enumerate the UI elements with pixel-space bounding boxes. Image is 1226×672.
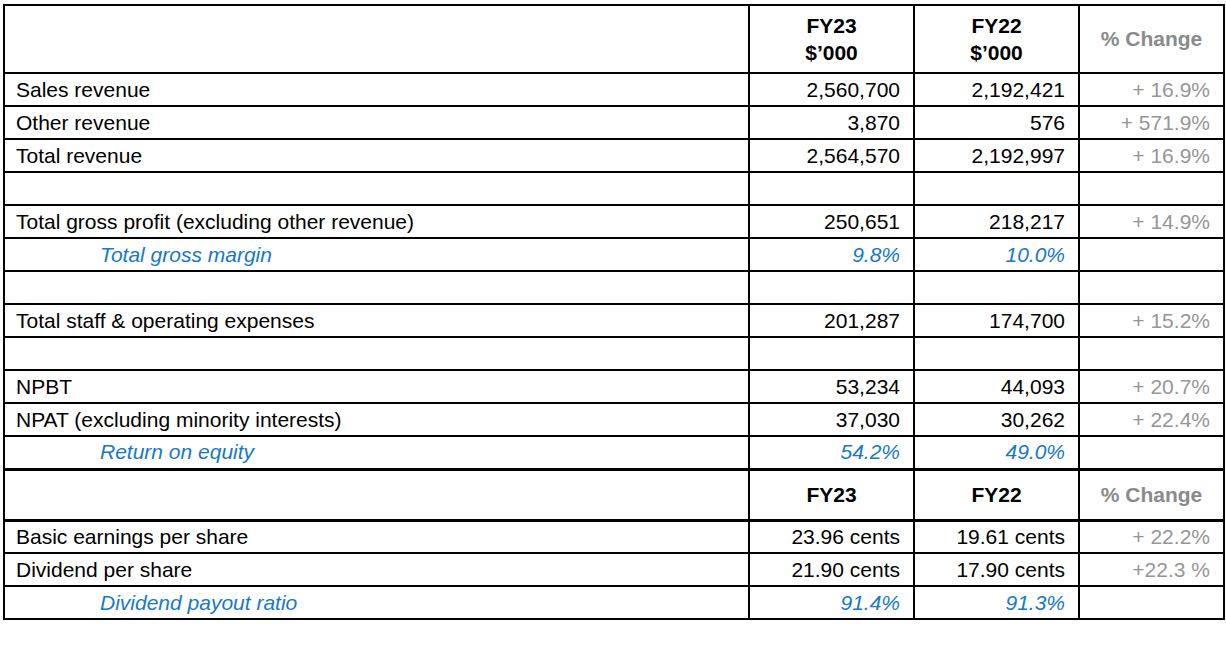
change-value	[1079, 172, 1224, 205]
table-header-primary: FY23 $’000 FY22 $’000 % Change	[4, 5, 1224, 73]
table-row: NPBT53,23444,093+ 20.7%	[4, 370, 1224, 403]
row-label: Other revenue	[4, 106, 749, 139]
fy22-value	[914, 172, 1079, 205]
fy22-value: 49.0%	[914, 436, 1079, 469]
header-fy23-units: $’000	[750, 39, 913, 66]
change-value: + 15.2%	[1079, 304, 1224, 337]
table-row: NPAT (excluding minority interests)37,03…	[4, 403, 1224, 436]
header-fy22-units: $’000	[915, 39, 1078, 66]
row-label: Sales revenue	[4, 73, 749, 106]
header-fy22: FY22 $’000	[914, 5, 1079, 73]
change-value: + 22.4%	[1079, 403, 1224, 436]
fy22-value: 44,093	[914, 370, 1079, 403]
table-row: Dividend per share21.90 cents17.90 cents…	[4, 553, 1224, 586]
header-percent-change: % Change	[1079, 5, 1224, 73]
fy23-value	[749, 172, 914, 205]
change-value: + 16.9%	[1079, 73, 1224, 106]
change-value	[1079, 436, 1224, 469]
fy23-value	[749, 337, 914, 370]
header2-fy22: FY22	[914, 469, 1079, 520]
fy23-value: 53,234	[749, 370, 914, 403]
table-body-pnl: Sales revenue2,560,7002,192,421+ 16.9%Ot…	[4, 73, 1224, 469]
row-label: Total gross profit (excluding other reve…	[4, 205, 749, 238]
fy22-value	[914, 271, 1079, 304]
fy22-value: 10.0%	[914, 238, 1079, 271]
change-value: +22.3 %	[1079, 553, 1224, 586]
change-value: + 22.2%	[1079, 520, 1224, 553]
fy22-value: 17.90 cents	[914, 553, 1079, 586]
fy22-value: 218,217	[914, 205, 1079, 238]
header2-empty-cell	[4, 469, 749, 520]
table-row: Dividend payout ratio91.4%91.3%	[4, 586, 1224, 619]
table-body-per-share: Basic earnings per share23.96 cents19.61…	[4, 520, 1224, 619]
fy22-value: 2,192,997	[914, 139, 1079, 172]
fy23-value: 2,560,700	[749, 73, 914, 106]
fy22-value: 2,192,421	[914, 73, 1079, 106]
table-row: Basic earnings per share23.96 cents19.61…	[4, 520, 1224, 553]
fy22-value: 174,700	[914, 304, 1079, 337]
fy23-value: 201,287	[749, 304, 914, 337]
change-value	[1079, 271, 1224, 304]
table-row: Total staff & operating expenses201,2871…	[4, 304, 1224, 337]
row-label: NPAT (excluding minority interests)	[4, 403, 749, 436]
header-fy22-year: FY22	[915, 12, 1078, 39]
row-label: Total staff & operating expenses	[4, 304, 749, 337]
row-label: Basic earnings per share	[4, 520, 749, 553]
header2-percent-change: % Change	[1079, 469, 1224, 520]
change-value: + 14.9%	[1079, 205, 1224, 238]
spacer-row	[4, 337, 1224, 370]
fy23-value: 3,870	[749, 106, 914, 139]
change-value	[1079, 337, 1224, 370]
header-empty-cell	[4, 5, 749, 73]
table-row: Other revenue3,870576+ 571.9%	[4, 106, 1224, 139]
row-label	[4, 172, 749, 205]
change-value: + 20.7%	[1079, 370, 1224, 403]
header2-fy23: FY23	[749, 469, 914, 520]
fy22-value: 91.3%	[914, 586, 1079, 619]
table-row: Total gross margin9.8%10.0%	[4, 238, 1224, 271]
fy22-value: 30,262	[914, 403, 1079, 436]
table-row: Total gross profit (excluding other reve…	[4, 205, 1224, 238]
row-label: NPBT	[4, 370, 749, 403]
table-row: Sales revenue2,560,7002,192,421+ 16.9%	[4, 73, 1224, 106]
spacer-row	[4, 172, 1224, 205]
change-value: + 571.9%	[1079, 106, 1224, 139]
fy23-value: 9.8%	[749, 238, 914, 271]
row-label: Total revenue	[4, 139, 749, 172]
fy23-value: 23.96 cents	[749, 520, 914, 553]
financial-results-table: FY23 $’000 FY22 $’000 % Change Sales rev…	[3, 4, 1225, 620]
table-header-secondary: FY23 FY22 % Change	[4, 469, 1224, 520]
fy23-value: 54.2%	[749, 436, 914, 469]
row-label	[4, 271, 749, 304]
table-row: Return on equity54.2%49.0%	[4, 436, 1224, 469]
fy22-value	[914, 337, 1079, 370]
header-fy23-year: FY23	[750, 12, 913, 39]
fy23-value: 91.4%	[749, 586, 914, 619]
row-label: Dividend payout ratio	[4, 586, 749, 619]
row-label: Total gross margin	[4, 238, 749, 271]
fy23-value: 250,651	[749, 205, 914, 238]
row-label	[4, 337, 749, 370]
header-fy23: FY23 $’000	[749, 5, 914, 73]
table-row: Total revenue2,564,5702,192,997+ 16.9%	[4, 139, 1224, 172]
fy23-value: 37,030	[749, 403, 914, 436]
row-label: Dividend per share	[4, 553, 749, 586]
change-value	[1079, 586, 1224, 619]
change-value	[1079, 238, 1224, 271]
fy23-value: 21.90 cents	[749, 553, 914, 586]
change-value: + 16.9%	[1079, 139, 1224, 172]
fy22-value: 19.61 cents	[914, 520, 1079, 553]
fy23-value	[749, 271, 914, 304]
row-label: Return on equity	[4, 436, 749, 469]
fy23-value: 2,564,570	[749, 139, 914, 172]
spacer-row	[4, 271, 1224, 304]
fy22-value: 576	[914, 106, 1079, 139]
